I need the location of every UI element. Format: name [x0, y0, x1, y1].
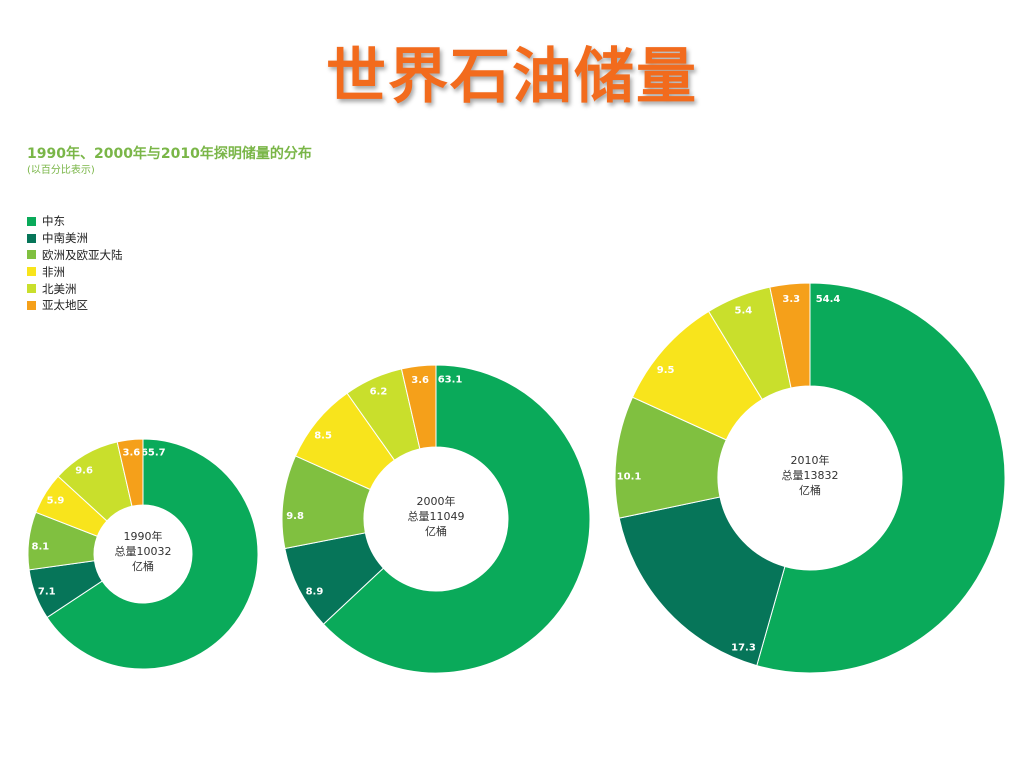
donut-center-label: 2000年	[417, 494, 456, 508]
slice-value-label: 8.9	[306, 586, 324, 597]
legend-label: 中南美洲	[42, 231, 88, 246]
slice-value-label: 9.8	[286, 511, 304, 522]
legend-item: 亚太地区	[27, 297, 123, 314]
legend-item: 北美洲	[27, 280, 123, 297]
donut-slice	[618, 496, 786, 667]
slice-value-label: 10.1	[617, 472, 642, 483]
legend-item: 非洲	[27, 263, 123, 280]
donut-center-label: 亿桶	[799, 483, 821, 497]
chart-subtitle: (以百分比表示)	[27, 165, 95, 176]
slice-value-label: 65.7	[141, 448, 166, 459]
legend-label: 中东	[42, 214, 65, 229]
donut-slice	[756, 282, 1006, 674]
legend-label: 欧洲及欧亚大陆	[42, 247, 123, 262]
donut-center-label: 总量10032	[115, 544, 172, 558]
legend-label: 北美洲	[42, 281, 77, 296]
slice-value-label: 3.3	[782, 294, 800, 305]
slice-value-label: 5.4	[735, 306, 753, 317]
donut-slice	[46, 438, 259, 670]
slice-value-label: 17.3	[731, 642, 756, 653]
donut-slice	[322, 364, 591, 674]
legend-item: 欧洲及欧亚大陆	[27, 247, 123, 264]
legend-swatch	[27, 216, 36, 226]
slice-value-label: 9.6	[75, 466, 93, 477]
slice-value-label: 54.4	[816, 294, 841, 305]
legend-item: 中东	[27, 213, 123, 230]
donut-center-label: 总量13832	[782, 468, 839, 482]
legend-swatch	[27, 267, 36, 277]
chart-title: 1990年、2000年与2010年探明储量的分布	[27, 146, 312, 162]
legend-swatch	[27, 233, 36, 243]
slice-value-label: 3.6	[411, 375, 429, 386]
slice-value-label: 5.9	[47, 496, 65, 507]
legend-item: 中南美洲	[27, 230, 123, 247]
donut-slice	[116, 438, 144, 507]
donut-slice	[769, 282, 811, 389]
donut-center-label: 2010年	[791, 453, 830, 467]
slice-value-label: 8.1	[31, 542, 49, 553]
donut-center-label: 1990年	[124, 529, 163, 543]
donut-slice	[400, 364, 437, 450]
donut-center-label: 亿桶	[425, 524, 447, 538]
legend: 中东 中南美洲 欧洲及欧亚大陆 非洲 北美洲 亚太地区	[27, 213, 123, 314]
slice-value-label: 63.1	[438, 375, 463, 386]
slice-value-label: 8.5	[314, 431, 332, 442]
slice-value-label: 9.5	[657, 365, 675, 376]
legend-swatch	[27, 284, 36, 294]
donut-center-label: 亿桶	[132, 559, 154, 573]
slice-value-label: 7.1	[38, 587, 56, 598]
slice-value-label: 3.6	[123, 448, 141, 459]
slice-value-label: 6.2	[370, 386, 388, 397]
legend-label: 亚太地区	[42, 298, 88, 313]
legend-swatch	[27, 300, 36, 310]
legend-swatch	[27, 250, 36, 260]
slide-title: 世界石油储量	[326, 42, 698, 112]
donut-center-label: 总量11049	[408, 509, 465, 523]
legend-label: 非洲	[42, 264, 65, 279]
